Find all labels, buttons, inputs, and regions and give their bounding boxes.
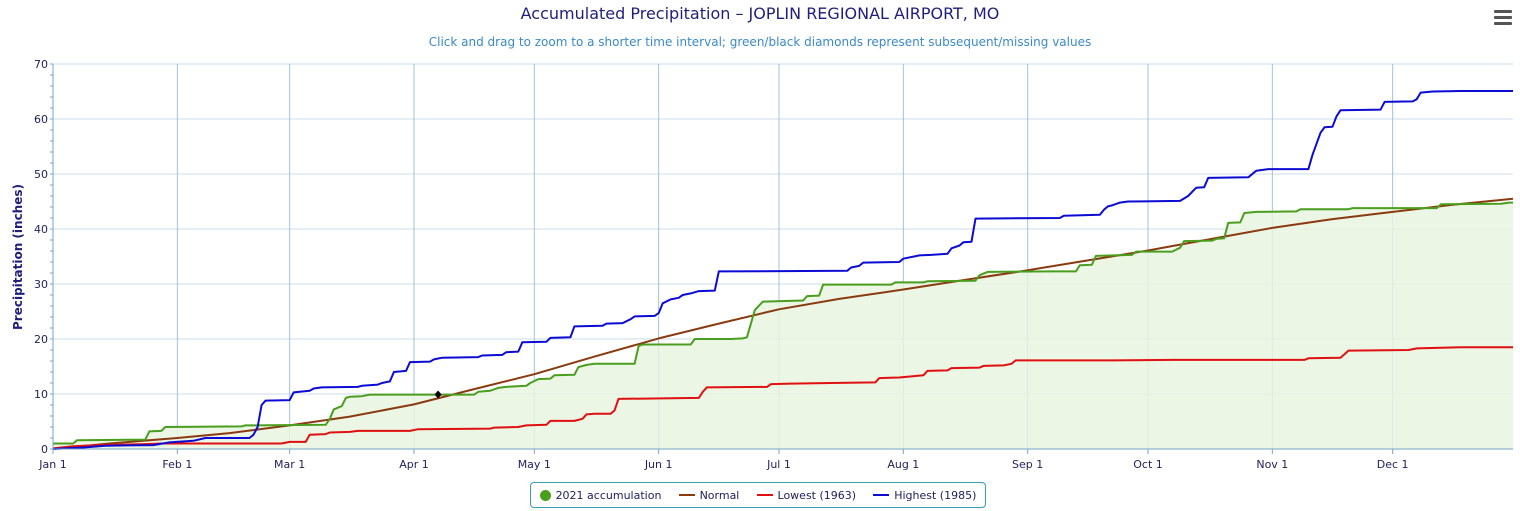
- area-fill: [53, 202, 1513, 449]
- y-tick-label: 60: [34, 113, 48, 126]
- x-tick-label: Jun 1: [644, 458, 673, 471]
- x-tick-label: Apr 1: [399, 458, 429, 471]
- x-tick-label: Dec 1: [1377, 458, 1409, 471]
- x-tick-label: Jul 1: [766, 458, 791, 471]
- legend-label: Highest (1985): [894, 488, 977, 502]
- chart-plot[interactable]: 0 10 20 30 40 50 60 70 Jan 1 Feb 1 Mar 1 Apr 1 May 1…: [0, 0, 1520, 480]
- series-line-2021-accumulation[interactable]: [53, 201, 1513, 445]
- y-tick-label: 30: [34, 278, 48, 291]
- x-tick-label: Nov 1: [1256, 458, 1288, 471]
- legend: 2021 accumulation Normal Lowest (1963) High…: [530, 482, 986, 508]
- series-line-lowest-1963[interactable]: [52, 346, 1513, 450]
- legend-label: Lowest (1963): [777, 488, 857, 502]
- missing-value-diamond[interactable]: [434, 390, 442, 399]
- x-tick-label: Oct 1: [1133, 458, 1163, 471]
- legend-line-icon: [678, 494, 695, 496]
- x-tick-label: Jan 1: [38, 458, 66, 471]
- hamburger-menu-icon[interactable]: [1494, 10, 1512, 26]
- series-lines: [52, 90, 1514, 450]
- legend-line-icon: [756, 494, 773, 496]
- y-tick-label: 20: [34, 333, 48, 346]
- y-axis-label: Precipitation (inches): [11, 184, 25, 330]
- legend-item-highest-1985[interactable]: Highest (1985): [873, 489, 976, 502]
- legend-item-2021-accumulation[interactable]: 2021 accumulation: [539, 488, 662, 502]
- x-tick-label: Sep 1: [1012, 458, 1043, 471]
- legend-item-lowest-1963[interactable]: Lowest (1963): [756, 488, 857, 502]
- x-tick-label: Mar 1: [274, 458, 305, 471]
- y-tick-label: 70: [34, 58, 48, 71]
- legend-label: Normal: [699, 488, 740, 502]
- series-line-highest-1985[interactable]: [52, 90, 1513, 450]
- y-tick-label: 10: [34, 388, 48, 401]
- y-tick-label: 40: [34, 223, 48, 236]
- x-tick-label: May 1: [518, 458, 551, 471]
- y-tick-label: 0: [41, 443, 48, 456]
- legend-line-icon: [873, 494, 890, 496]
- chart-title: Accumulated Precipitation – JOPLIN REGIO…: [520, 4, 1000, 23]
- legend-label: 2021 accumulation: [555, 488, 662, 502]
- x-tick-label: Aug 1: [887, 458, 919, 471]
- legend-dot-icon: [539, 489, 551, 501]
- x-tick-label: Feb 1: [162, 458, 192, 471]
- area-2021-accumulation: [53, 202, 1513, 449]
- chart-subtitle: Click and drag to zoom to a shorter time…: [428, 35, 1092, 49]
- y-tick-label: 50: [34, 168, 48, 181]
- legend-item-normal[interactable]: Normal: [678, 488, 740, 502]
- axes: 0 10 20 30 40 50 60 70 Jan 1 Feb 1 Mar 1 Apr 1 May 1…: [34, 58, 1513, 471]
